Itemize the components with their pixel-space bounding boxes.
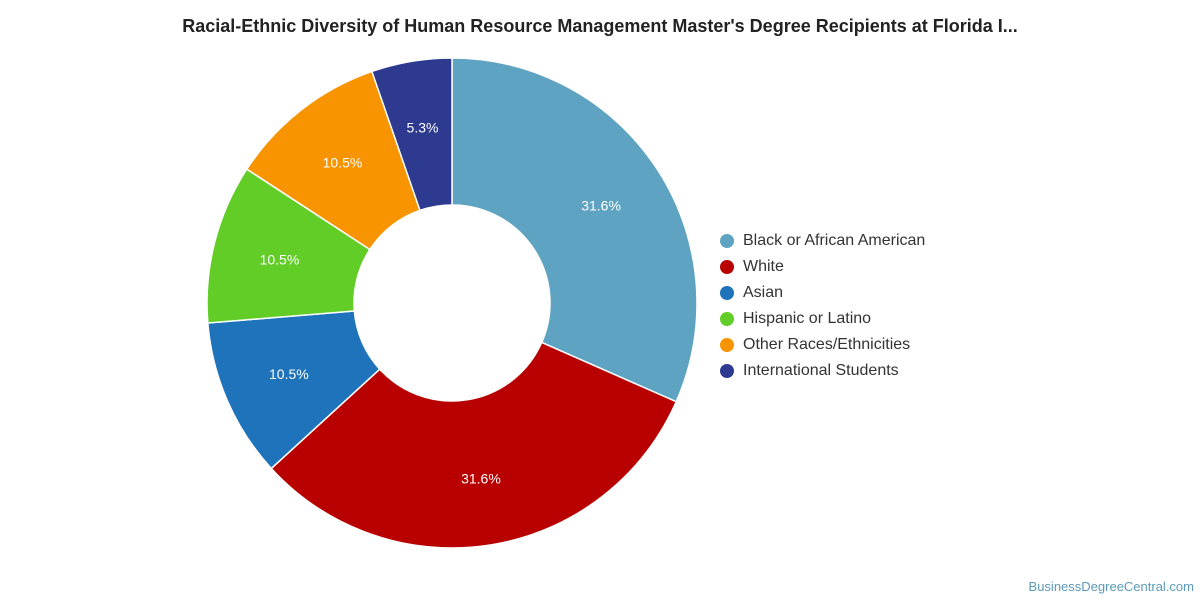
legend-swatch-icon bbox=[720, 286, 734, 300]
legend-item-black-or-african-american[interactable]: Black or African American bbox=[720, 228, 925, 254]
data-label-asian: 10.5% bbox=[269, 366, 309, 382]
legend-item-asian[interactable]: Asian bbox=[720, 280, 925, 306]
chart-legend: Black or African American White Asian Hispa… bbox=[720, 228, 925, 384]
legend-item-white[interactable]: White bbox=[720, 254, 925, 280]
data-label-international-students: 5.3% bbox=[407, 119, 439, 135]
donut-chart: 31.6% 31.6% 10.5% 10.5% 10.5% 5.3% bbox=[206, 57, 698, 549]
legend-label: Black or African American bbox=[743, 232, 926, 249]
slice-asian bbox=[207, 310, 381, 470]
chart-title: Racial-Ethnic Diversity of Human Resourc… bbox=[182, 16, 1018, 36]
data-label-white: 31.6% bbox=[461, 471, 501, 487]
legend-label: Hispanic or Latino bbox=[743, 310, 872, 327]
data-label-hispanic-or-latino: 10.5% bbox=[260, 251, 300, 267]
legend-swatch-icon bbox=[720, 234, 734, 248]
slice-international-students bbox=[370, 57, 453, 212]
watermark: BusinessDegreeCentral.com bbox=[1028, 579, 1194, 594]
legend-label: Asian bbox=[743, 284, 784, 301]
legend-label: White bbox=[743, 258, 784, 275]
slice-other-races-ethnicities bbox=[245, 70, 421, 251]
legend-label: Other Races/Ethnicities bbox=[743, 336, 911, 353]
legend-swatch-icon bbox=[720, 364, 734, 378]
slice-black-or-african-american bbox=[451, 57, 698, 403]
data-label-black-or-african-american: 31.6% bbox=[581, 198, 621, 214]
legend-item-hispanic-or-latino[interactable]: Hispanic or Latino bbox=[720, 306, 925, 332]
data-label-other-races-ethnicities: 10.5% bbox=[323, 155, 363, 171]
slice-white bbox=[270, 341, 678, 549]
legend-item-international-students[interactable]: International Students bbox=[720, 358, 925, 384]
legend-label: International Students bbox=[743, 362, 899, 379]
donut-data-labels: 31.6% 31.6% 10.5% 10.5% 10.5% 5.3% bbox=[260, 119, 621, 486]
legend-swatch-icon bbox=[720, 312, 734, 326]
legend-item-other-races-ethnicities[interactable]: Other Races/Ethnicities bbox=[720, 332, 925, 358]
legend-swatch-icon bbox=[720, 338, 734, 352]
slice-hispanic-or-latino bbox=[206, 168, 371, 324]
legend-swatch-icon bbox=[720, 260, 734, 274]
donut-slices bbox=[206, 57, 698, 549]
